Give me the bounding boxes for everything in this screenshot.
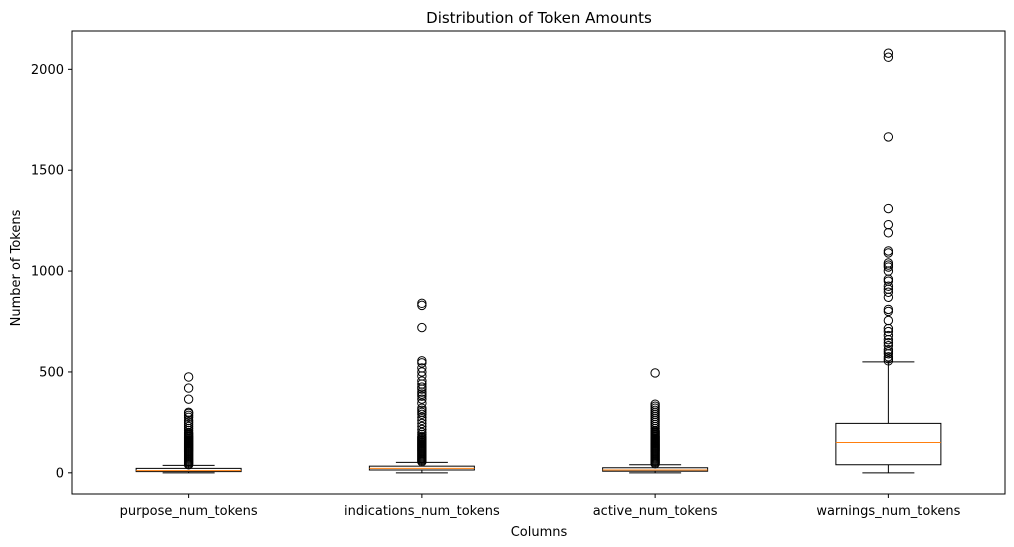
x-tick-label: purpose_num_tokens: [120, 504, 258, 519]
x-tick-label: active_num_tokens: [593, 504, 718, 519]
flier-point: [650, 368, 660, 378]
flier-point: [417, 403, 427, 413]
y-tick-label: 1500: [31, 164, 64, 179]
flier-point: [883, 258, 894, 268]
flier-point: [417, 394, 427, 404]
flier-point: [883, 203, 894, 214]
flier-point: [650, 399, 660, 409]
flier-point: [183, 407, 194, 417]
flier-point: [417, 427, 427, 438]
flier-point: [883, 326, 894, 337]
flier-point: [883, 48, 894, 58]
box-warnings-num-tokens: [835, 422, 942, 466]
flier-point: [417, 363, 427, 373]
x-tick-label: indications_num_tokens: [344, 504, 500, 519]
axes: 0 500 1000 1500 2000 purpose_num_tokens indica…: [31, 30, 1006, 519]
flier-point: [417, 418, 427, 429]
flier-point: [883, 281, 894, 291]
y-tick-label: 1000: [31, 265, 64, 280]
y-tick-label: 2000: [31, 63, 64, 78]
flier-point: [417, 424, 427, 435]
plot-area: [135, 48, 942, 474]
y-tick-label: 0: [56, 466, 64, 481]
flier-point: [417, 322, 427, 333]
y-tick-label: 500: [39, 365, 64, 380]
flier-point: [883, 219, 894, 230]
flier-point: [417, 356, 427, 366]
flier-point: [417, 412, 427, 423]
flier-point: [883, 345, 894, 355]
x-tick-label: warnings_num_tokens: [816, 504, 960, 519]
y-axis-label: Number of Tokens: [9, 209, 24, 326]
flier-point: [883, 52, 894, 62]
flier-point: [417, 298, 427, 309]
flier-point: [883, 315, 894, 326]
flier-point: [417, 398, 427, 408]
flier-point: [883, 337, 894, 348]
flier-point: [883, 287, 894, 297]
flier-point: [417, 376, 427, 386]
flier-point: [883, 330, 894, 341]
flier-point: [883, 132, 894, 142]
flier-point: [883, 246, 894, 256]
flier-point: [417, 367, 427, 377]
flier-point: [417, 382, 427, 392]
flier-point: [417, 421, 427, 432]
flier-point: [883, 304, 894, 315]
flier-point: [183, 372, 194, 382]
flier-point: [883, 352, 894, 362]
chart-title: Distribution of Token Amounts: [426, 9, 652, 27]
flier-point: [883, 341, 894, 351]
x-axis-label: Columns: [511, 525, 568, 540]
flier-point: [183, 383, 194, 393]
axes-frame: [71, 30, 1006, 495]
flier-point: [183, 394, 194, 404]
